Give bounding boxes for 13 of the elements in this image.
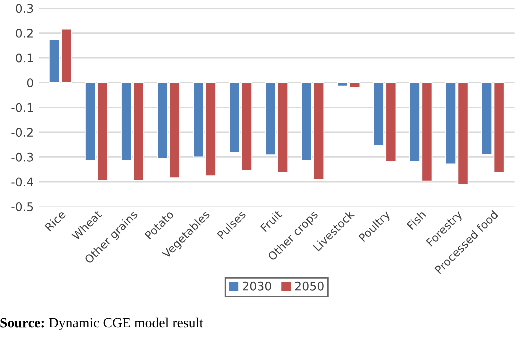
y-tick-label: 0.2 (16, 28, 33, 38)
legend-label: 2050 (295, 282, 324, 291)
y-tick-label: -0.3 (12, 152, 34, 162)
y-tick-label: -0.5 (12, 202, 34, 212)
y-tick-label: 0.3 (16, 4, 34, 14)
legend-label: 2030 (243, 282, 272, 291)
y-tick-label: 0.1 (16, 54, 34, 63)
y-tick-label: -0.1 (12, 103, 34, 112)
source-note: Source: Dynamic CGE model result (0, 318, 204, 331)
y-tick-label: -0.4 (12, 178, 34, 187)
y-tick-label: 0 (27, 78, 34, 88)
x-tick-label: Fish (406, 210, 426, 230)
y-tick-label: -0.2 (12, 128, 33, 138)
